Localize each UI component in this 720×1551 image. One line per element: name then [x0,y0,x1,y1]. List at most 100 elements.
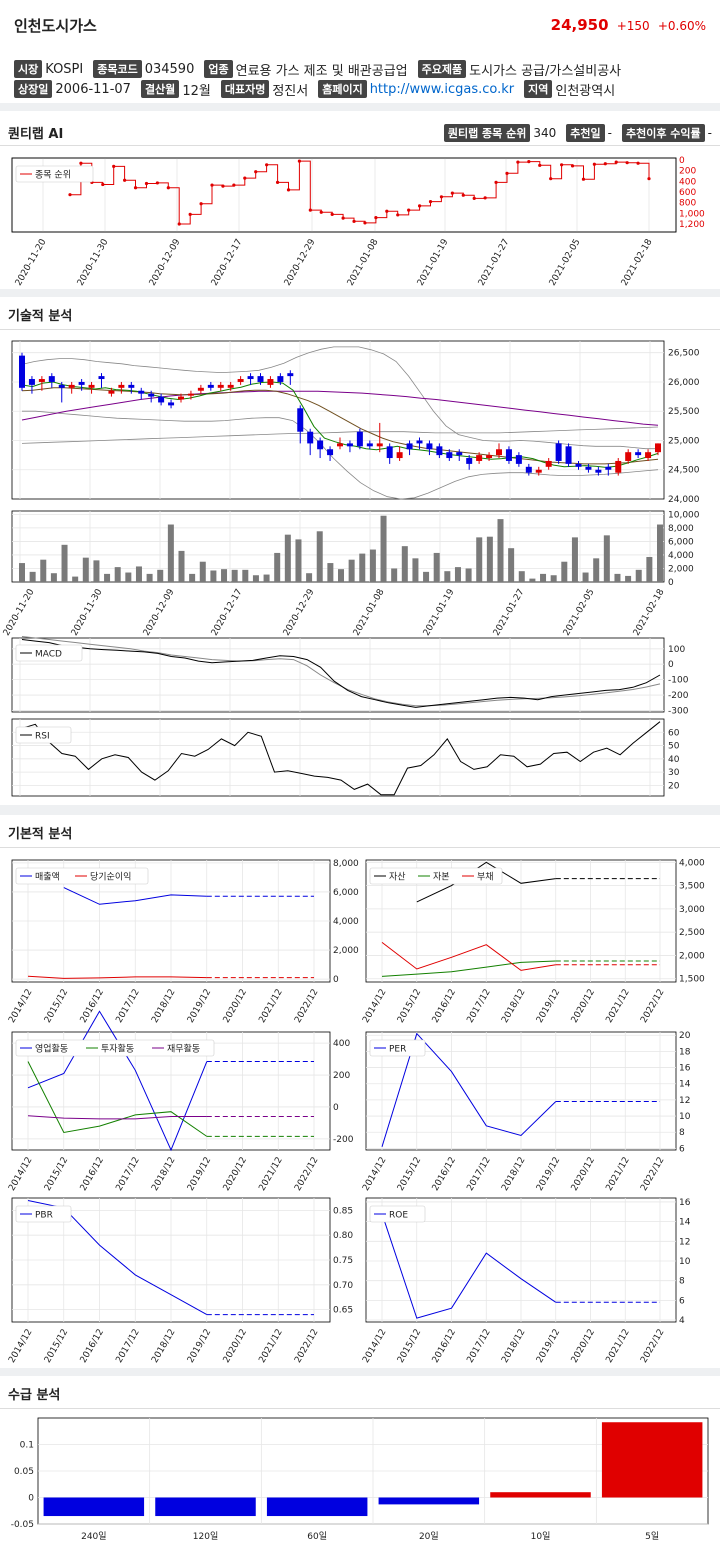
rank-point [527,160,531,164]
rsi-line [21,721,661,796]
candle-body [257,376,264,382]
fund-y-tick: 0.75 [333,1256,353,1266]
legend-entry: 부채 [477,872,494,883]
volume-bar [104,573,111,582]
volume-bar [582,572,589,582]
macd-y-tick: -300 [668,706,689,716]
volume-bar [274,552,281,582]
candle-body [545,460,552,467]
volume-y-tick: 10,000 [668,510,700,520]
fund-x-tick: 2019/12 [186,1156,213,1193]
fund-x-tick: 2020/12 [222,1328,249,1365]
legend-entry: RSI [35,732,50,742]
candle-body [565,446,572,464]
fund-x-tick: 2015/12 [396,1328,423,1365]
rank-point [199,202,203,206]
volume-bar [29,571,36,582]
volume-y-tick: 6,000 [668,537,694,547]
candle-body [317,440,324,450]
homepage-link[interactable]: http://www.icgas.co.kr [369,81,515,97]
rank-point [341,216,345,220]
rank-point [428,200,433,204]
volume-bar [380,515,387,582]
rank-point [636,161,640,165]
candle-body [197,387,204,391]
plot-frame [11,157,677,233]
fund-x-tick: 2014/12 [361,988,388,1025]
price-y-tick: 25,000 [668,436,700,446]
volume-bar [497,519,504,582]
rsi-y-tick: 40 [668,755,680,765]
candle-body [108,390,115,394]
fund-y-tick: 2,500 [679,928,705,938]
candle-body [38,379,45,382]
fund-x-tick: 2022/12 [293,1328,320,1365]
rank-point [79,161,83,165]
volume-bar [412,558,419,582]
supply-y-tick: 0.05 [14,1467,34,1477]
fund-x-tick: 2018/12 [150,1328,177,1365]
fund-y-tick: 12 [679,1096,690,1106]
tech-x-tick: 2021-02-18 [632,587,667,638]
volume-bar [359,553,366,582]
legend-entry: PER [389,1045,406,1055]
candle-body [68,384,75,388]
volume-bar [295,539,302,582]
volume-bar [571,537,578,582]
info-tag: 업종 [204,60,233,78]
rank-point [450,191,454,195]
fund-legend [15,1205,72,1223]
volume-bar [93,560,100,582]
volume-bar [338,569,344,582]
rank-point [330,212,334,216]
rank-point [112,164,116,168]
supply-x-tick: 5일 [645,1531,659,1542]
volume-bar [369,549,376,582]
candle-body [277,376,284,382]
candle-body [48,376,55,382]
candle-body [327,449,334,456]
macd-y-tick: 100 [668,645,685,655]
rank-point [275,180,280,184]
fund-x-tick: 2017/12 [114,1328,141,1365]
fund-y-tick: 2,000 [679,951,705,961]
info-tag: 지역 [524,80,553,98]
rank-y-tick: 400 [679,177,696,187]
candle-body [267,379,274,385]
fund-y-tick: 0.70 [333,1281,353,1291]
volume-bar [316,531,323,582]
rank-point [581,177,586,181]
rank-point [374,216,378,220]
candle-body [187,393,194,396]
volume-bar [231,569,238,582]
tech-x-tick: 2021-01-19 [422,587,457,638]
plot-frame [11,340,665,500]
fund-x-tick: 2014/12 [361,1156,388,1193]
candle-body [426,443,433,450]
price-y-tick: 26,000 [668,378,700,388]
volume-bar [348,559,355,582]
rank-label: 퀀티랩 종목 순위 [443,124,531,142]
rank-point [614,160,618,164]
rank-point [472,196,476,200]
volume-bar [50,573,57,582]
rank-y-tick: 600 [679,188,696,198]
fund-x-tick: 2017/12 [465,1328,492,1365]
quant-meta: 퀀티랩 종목 순위 340 추천일 - 추천이후 수익률 - [443,124,712,142]
volume-bar [19,563,25,582]
candle-body [406,443,413,450]
volume-bar [82,557,89,582]
info-tag: 시장 [14,60,43,78]
rank-point [254,170,258,174]
candle-body [138,390,145,394]
rank-point [177,222,181,226]
tech-x-tick: 2020-12-17 [210,588,245,638]
supply-bar [601,1422,703,1498]
legend-entry: 자본 [433,872,450,883]
tech-x-tick: 2021-01-27 [492,588,527,638]
volume-bar [221,569,228,582]
fund-x-tick: 2022/12 [639,988,666,1025]
supply-x-tick: 120일 [193,1531,218,1542]
fund-x-tick: 2015/12 [43,1156,70,1193]
